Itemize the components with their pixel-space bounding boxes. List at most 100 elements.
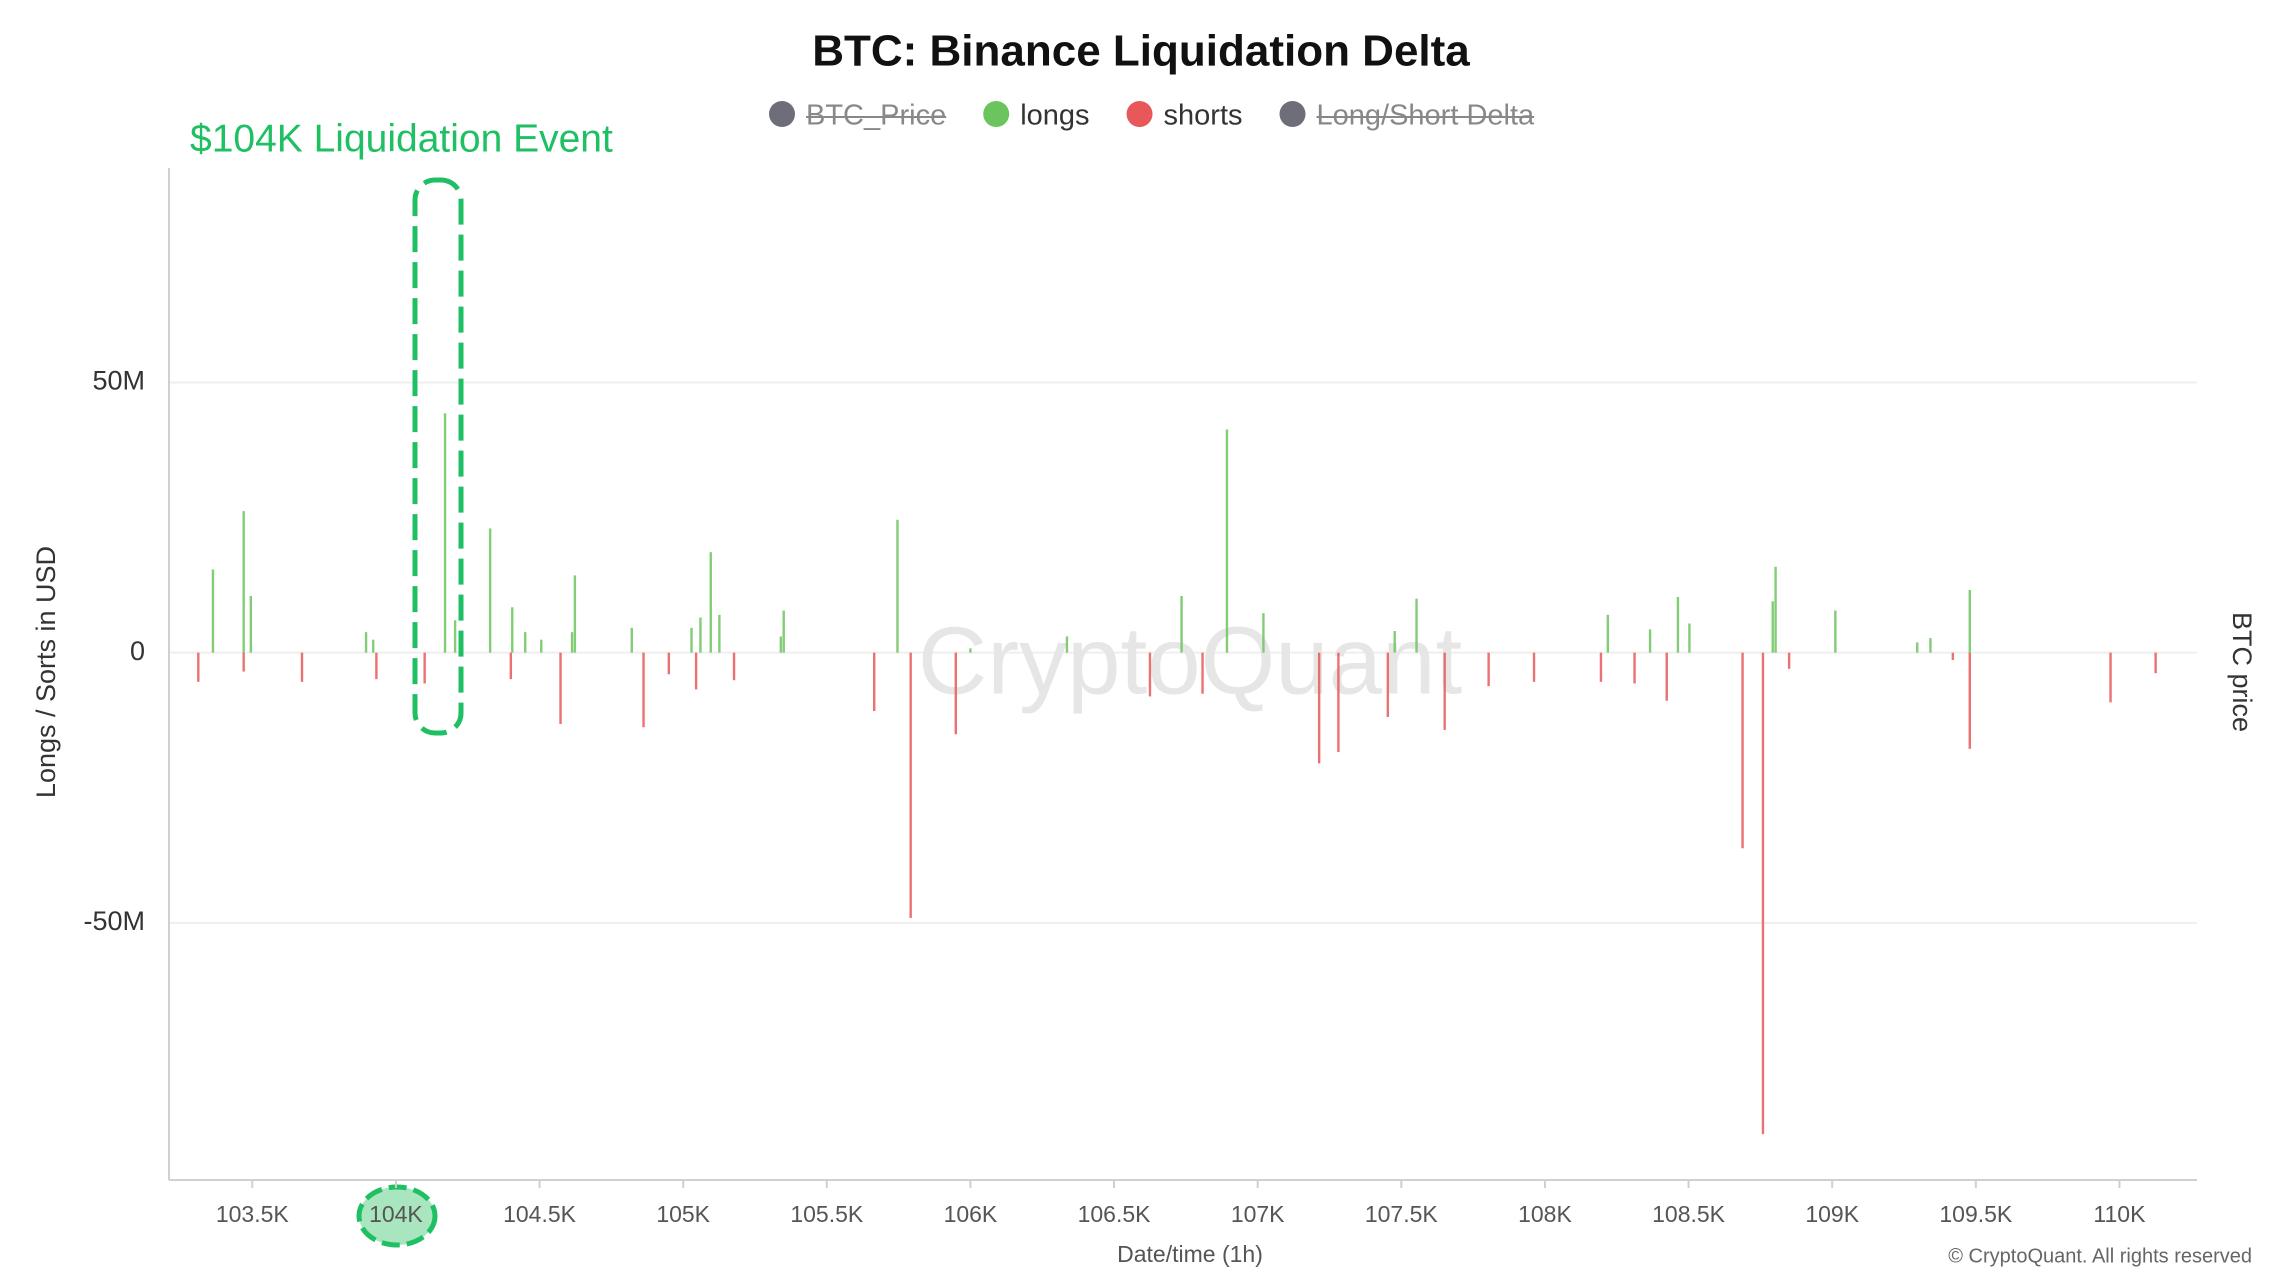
y-axis-label: Longs / Sorts in USD [31, 546, 61, 798]
bar [699, 617, 702, 653]
credit: © CryptoQuant. All rights reserved [1948, 1245, 2252, 1267]
legend: BTC_Price longs shorts Long/Short Delta [769, 100, 1535, 132]
bar [642, 652, 645, 728]
bar [909, 652, 912, 918]
x-tick-label: 104.5K [503, 1201, 577, 1227]
bar [364, 632, 368, 653]
bar [1599, 652, 1603, 682]
bar [242, 652, 245, 672]
bar [1180, 595, 1183, 653]
y2-axis-label: BTC price [2227, 612, 2257, 732]
x-tick-label: 104K [369, 1201, 423, 1227]
bar [1317, 652, 1321, 764]
bar [488, 528, 492, 653]
bar [570, 632, 574, 653]
bar [372, 639, 375, 653]
bar [630, 627, 633, 653]
highlight-circle [356, 1184, 438, 1248]
legend-marker[interactable] [983, 101, 1010, 127]
bar [1774, 566, 1777, 653]
bar [573, 575, 577, 653]
x-tick-label: 110K [2093, 1201, 2146, 1227]
bar [1065, 636, 1069, 653]
bar [423, 652, 426, 684]
bar [1916, 642, 1919, 653]
x-tick-label: 106K [944, 1201, 998, 1227]
legend-marker[interactable] [769, 101, 795, 127]
y-tick-label: -50M [83, 906, 145, 936]
bar [1665, 652, 1668, 701]
y-tick-label: 50M [92, 366, 145, 396]
bar [1393, 631, 1396, 653]
x-tick-label: 107.5K [1365, 1201, 1439, 1227]
bar [1148, 652, 1152, 697]
bar [694, 652, 698, 690]
bar [242, 511, 245, 653]
bar [1648, 629, 1652, 653]
bar [211, 569, 215, 653]
bar [1968, 589, 1971, 653]
legend-label[interactable]: Long/Short Delta [1317, 100, 1536, 132]
bar [1688, 623, 1691, 653]
x-tick-label: 109.5K [1939, 1201, 2013, 1227]
annotation: $104K Liquidation Event [190, 117, 613, 160]
bar [1676, 597, 1680, 653]
bar [2154, 652, 2157, 674]
bar [443, 413, 447, 653]
x-tick-label: 109K [1805, 1201, 1859, 1227]
bar [2109, 652, 2112, 703]
bar [954, 652, 957, 735]
bar [1771, 601, 1774, 653]
bar [1487, 652, 1490, 687]
bar [1606, 614, 1610, 653]
legend-label[interactable]: longs [1020, 100, 1089, 132]
legend-marker[interactable] [1279, 101, 1306, 127]
bar [1415, 598, 1418, 653]
y-tick-label: 0 [130, 636, 145, 666]
x-tick-label: 108.5K [1652, 1201, 1726, 1227]
bar [300, 652, 304, 682]
bar [1532, 652, 1536, 682]
bar [511, 607, 514, 653]
bar [896, 519, 899, 653]
bar [1443, 652, 1446, 730]
bar [969, 648, 972, 653]
legend-label[interactable]: BTC_Price [806, 100, 946, 132]
x-tick-label: 105K [656, 1201, 710, 1227]
bar [873, 652, 876, 712]
legend-label[interactable]: shorts [1164, 100, 1243, 132]
bar [523, 632, 527, 653]
watermark: CryptoQuant [918, 607, 1462, 714]
bar [732, 652, 736, 681]
bar [1262, 613, 1265, 653]
x-tick-label: 103.5K [216, 1201, 290, 1227]
highlight-box [412, 177, 464, 736]
bar [709, 552, 712, 653]
legend-marker[interactable] [1126, 101, 1153, 127]
bar [1633, 652, 1636, 684]
bar [1968, 652, 1971, 749]
bar [690, 627, 693, 653]
bar [375, 652, 378, 680]
bar [1787, 652, 1791, 669]
bar [509, 652, 513, 680]
bar [1929, 638, 1932, 653]
bar [1225, 429, 1229, 653]
bar [667, 652, 671, 675]
bar [249, 595, 253, 653]
bar [559, 652, 562, 724]
bar [1951, 652, 1955, 660]
x-tick-label: 105.5K [790, 1201, 864, 1227]
bar [197, 652, 200, 682]
bar [1834, 610, 1837, 653]
x-axis-label: Date/time (1h) [1117, 1241, 1263, 1267]
bar [1741, 652, 1744, 849]
x-tick-label: 107K [1231, 1201, 1285, 1227]
x-tick-label: 106.5K [1078, 1201, 1152, 1227]
bar [1386, 652, 1390, 717]
bar [540, 639, 543, 653]
bar [718, 614, 721, 653]
bar [453, 620, 457, 653]
bar [779, 636, 783, 653]
